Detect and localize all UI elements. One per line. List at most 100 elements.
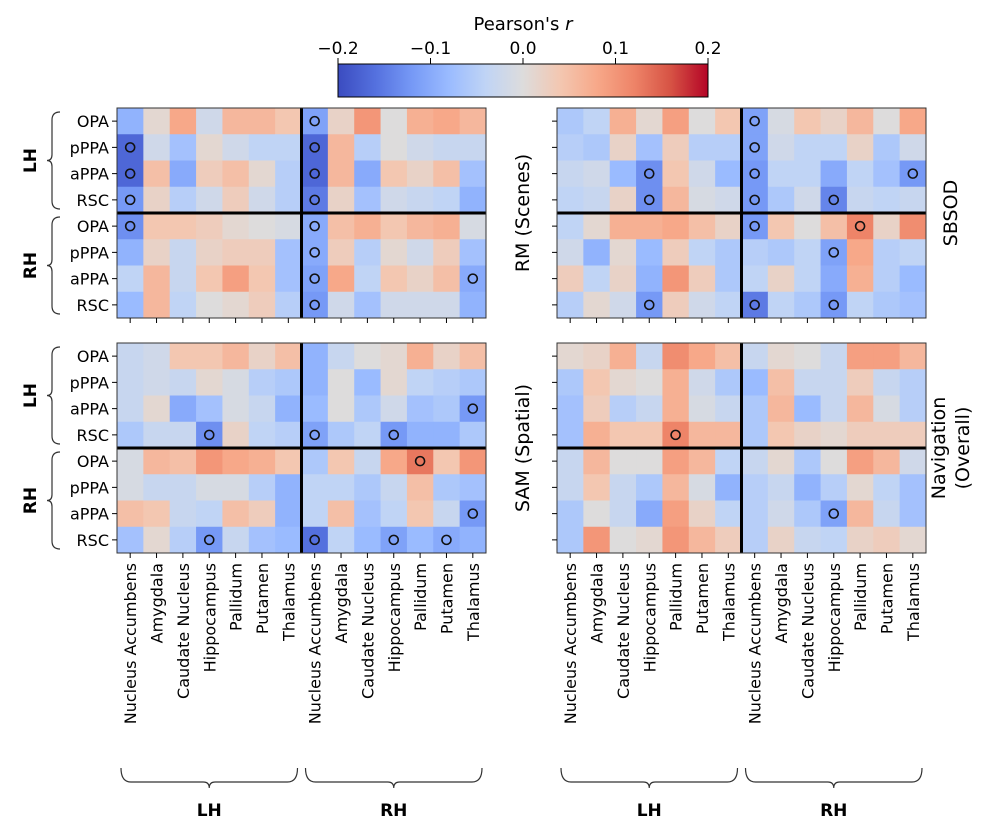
heatmap-cell xyxy=(899,160,927,188)
heatmap-cell xyxy=(688,291,716,319)
heatmap-cell xyxy=(636,500,663,528)
heatmap-cell xyxy=(301,474,329,501)
heatmap-cell xyxy=(117,474,144,501)
heatmap-cell xyxy=(301,369,329,396)
heatmap-cell xyxy=(433,213,461,240)
heatmap-cell xyxy=(715,369,742,396)
heatmap-cell xyxy=(767,291,795,319)
heatmap-cell xyxy=(688,343,716,370)
column-label: Pallidum xyxy=(851,563,870,631)
heatmap-cell xyxy=(169,265,197,293)
heatmap-cell xyxy=(583,474,611,501)
heatmap-cell xyxy=(583,500,611,528)
heatmap-cell xyxy=(196,108,223,135)
heatmap-cell xyxy=(609,239,637,266)
heatmap-cell xyxy=(794,448,822,475)
heatmap-cell xyxy=(222,108,250,135)
heatmap-cell xyxy=(380,265,408,293)
heatmap-cell xyxy=(794,474,822,501)
heatmap-cell xyxy=(688,395,716,423)
heatmap-cell xyxy=(557,239,584,266)
significance-marker xyxy=(124,194,136,206)
heatmap-cell xyxy=(899,265,927,293)
heatmap-cell xyxy=(169,526,197,554)
heatmap-cell xyxy=(248,239,276,266)
column-label: Nucleus Accumbens xyxy=(306,563,325,724)
heatmap-cell xyxy=(820,526,848,554)
heatmap-cell xyxy=(741,265,769,293)
heatmap-cell xyxy=(767,186,795,214)
significance-marker xyxy=(749,115,760,127)
heatmap-cell xyxy=(715,395,742,423)
heatmap-cell xyxy=(354,265,382,293)
heatmap-cell xyxy=(636,186,663,214)
heatmap-cell xyxy=(354,134,382,161)
panel-title: SAM (Spatial) xyxy=(512,384,534,512)
heatmap-cell xyxy=(846,186,874,214)
heatmap-cell xyxy=(662,526,690,554)
heatmap-cell xyxy=(583,239,611,266)
heatmap-cell xyxy=(117,395,144,423)
column-label: Nucleus Accumbens xyxy=(561,563,580,724)
heatmap-cell xyxy=(248,108,276,135)
heatmap-cell xyxy=(767,474,795,501)
heatmap-cell xyxy=(794,421,822,449)
heatmap-cell xyxy=(873,213,901,240)
heatmap-cell xyxy=(275,108,302,135)
heatmap-cell xyxy=(636,343,663,370)
heatmap-cell xyxy=(275,474,302,501)
heatmap-cell xyxy=(169,421,197,449)
column-group-label: RH xyxy=(820,801,847,821)
heatmap-cell xyxy=(301,239,329,266)
significance-marker xyxy=(124,142,136,153)
heatmap-cell xyxy=(327,474,355,501)
heatmap-cell xyxy=(222,369,250,396)
heatmap-cell xyxy=(794,213,822,240)
colorbar-title: Pearson's r xyxy=(474,14,575,35)
heatmap-cell xyxy=(406,186,434,214)
heatmap-cell xyxy=(459,421,487,449)
heatmap-cell xyxy=(662,186,690,214)
heatmap-cell xyxy=(380,160,408,188)
heatmap-cell xyxy=(222,265,250,293)
heatmap-cell xyxy=(899,448,927,475)
heatmap-cell xyxy=(301,291,329,319)
heatmap-cell xyxy=(275,526,302,554)
heatmap-cell xyxy=(327,160,355,188)
heatmap-cell xyxy=(767,160,795,188)
row-label: OPA xyxy=(77,452,109,471)
heatmap-cell xyxy=(899,421,927,449)
heatmap-cell xyxy=(662,395,690,423)
heatmap-cell xyxy=(873,526,901,554)
row-label: RSC xyxy=(77,531,109,550)
heatmap-cell xyxy=(899,369,927,396)
heatmap-cell xyxy=(688,474,716,501)
heatmap-cell xyxy=(275,134,302,161)
heatmap-cell xyxy=(846,160,874,188)
heatmap-cell xyxy=(380,421,408,449)
heatmap-cell xyxy=(741,160,769,188)
heatmap-cell xyxy=(873,343,901,370)
significance-marker xyxy=(309,220,320,232)
significance-marker xyxy=(309,247,320,258)
heatmap-cell xyxy=(688,134,716,161)
heatmap-cell xyxy=(820,291,848,319)
column-group-brace xyxy=(744,767,923,789)
column-label: Hippocampus xyxy=(825,563,844,672)
heatmap-cell xyxy=(767,421,795,449)
heatmap-cell xyxy=(846,213,874,240)
heatmap-cell xyxy=(327,526,355,554)
heatmap-cell xyxy=(196,291,223,319)
heatmap-cell xyxy=(557,395,584,423)
heatmap-cell xyxy=(794,160,822,188)
heatmap-cell xyxy=(143,186,171,214)
heatmap-cell xyxy=(406,500,434,528)
heatmap-cell xyxy=(380,213,408,240)
heatmap-cell xyxy=(767,239,795,266)
heatmap-cell xyxy=(143,239,171,266)
heatmap-cell xyxy=(715,134,742,161)
heatmap-cell xyxy=(820,160,848,188)
heatmap-cell xyxy=(248,343,276,370)
heatmap-cell xyxy=(117,448,144,475)
heatmap-cell xyxy=(557,108,584,135)
